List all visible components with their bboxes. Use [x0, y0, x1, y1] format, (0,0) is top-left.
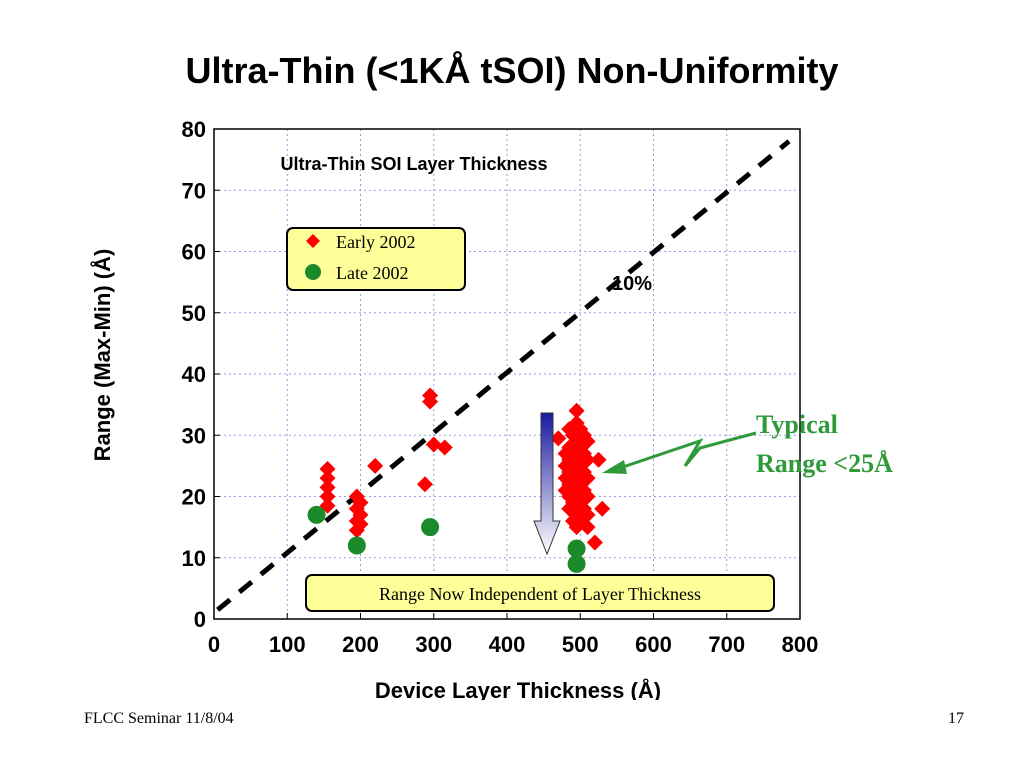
- data-point-early-2002: [352, 494, 369, 511]
- data-point-early-2002: [590, 451, 607, 468]
- x-tick-label: 300: [415, 632, 452, 657]
- data-point-early-2002: [319, 479, 336, 496]
- data-point-early-2002: [579, 519, 596, 536]
- y-tick-labels: 0 10 20 30 40 50 60 70 80: [182, 117, 220, 632]
- page-number: 17: [948, 710, 964, 727]
- data-point-early-2002: [319, 488, 336, 505]
- legend-diamond-marker: [306, 234, 320, 248]
- x-tick-label: 800: [782, 632, 819, 657]
- data-point-early-2002: [579, 433, 596, 450]
- data-point-early-2002: [550, 430, 567, 447]
- x-tick-label: 200: [342, 632, 379, 657]
- legend-label-late: Late 2002: [336, 263, 408, 283]
- legend-box: Early 2002 Late 2002: [286, 227, 466, 291]
- y-tick-label: 80: [182, 117, 206, 142]
- legend-circle-marker: [305, 264, 321, 280]
- x-tick-label: 0: [208, 632, 220, 657]
- data-point-early-2002: [579, 488, 596, 505]
- data-point-early-2002: [422, 393, 439, 410]
- data-point-early-2002: [367, 457, 384, 474]
- data-point-early-2002: [436, 439, 453, 456]
- data-point-early-2002: [579, 470, 596, 487]
- data-points: [307, 387, 611, 573]
- y-tick-label: 60: [182, 240, 206, 265]
- legend-label-early: Early 2002: [336, 232, 415, 252]
- y-tick-label: 50: [182, 301, 206, 326]
- data-point-early-2002: [568, 402, 585, 419]
- scatter-chart: 0 10 20 30 40 50 60 70 80 0 100 200 300 400 500 600 700…: [89, 117, 893, 700]
- x-tick-label: 700: [708, 632, 745, 657]
- reference-line: [216, 139, 791, 612]
- slide-title: Ultra-Thin (<1KÅ tSOI) Non-Uniformity: [185, 50, 839, 91]
- callout-line-2: Range <25Å: [756, 449, 893, 478]
- x-tick-label: 400: [489, 632, 526, 657]
- chart-inner-title: Ultra-Thin SOI Layer Thickness: [280, 154, 547, 174]
- y-tick-label: 40: [182, 362, 206, 387]
- data-point-late-2002: [421, 518, 440, 537]
- data-point-late-2002: [347, 536, 366, 555]
- data-point-early-2002: [319, 470, 336, 487]
- data-point-early-2002: [594, 500, 611, 517]
- data-point-early-2002: [319, 460, 336, 477]
- data-point-late-2002: [567, 554, 586, 573]
- data-point-late-2002: [567, 539, 586, 558]
- down-arrow: [533, 412, 561, 556]
- data-point-early-2002: [586, 534, 603, 551]
- reference-line-label: 10%: [612, 273, 652, 295]
- data-point-early-2002: [579, 451, 596, 468]
- y-tick-label: 0: [194, 607, 206, 632]
- callout-line-1: Typical: [756, 410, 838, 439]
- data-point-early-2002: [352, 516, 369, 533]
- data-point-late-2002: [307, 505, 326, 524]
- annotation-box-text: Range Now Independent of Layer Thickness: [379, 584, 701, 604]
- reference-line-10-percent: [216, 139, 791, 612]
- footer-seminar-label: FLCC Seminar 11/8/04: [84, 710, 234, 727]
- y-tick-label: 70: [182, 178, 206, 203]
- x-tick-label: 600: [635, 632, 672, 657]
- data-point-early-2002: [416, 476, 433, 493]
- x-axis-label: Device Layer Thickness (Å): [375, 677, 661, 700]
- annotation-box: Range Now Independent of Layer Thickness: [305, 574, 775, 612]
- x-tick-label: 100: [269, 632, 306, 657]
- data-point-early-2002: [579, 506, 596, 523]
- callout-arrow: [602, 431, 757, 474]
- x-tick-label: 500: [562, 632, 599, 657]
- x-tick-labels: 0 100 200 300 400 500 600 700 800: [208, 613, 818, 657]
- y-tick-label: 30: [182, 423, 206, 448]
- data-point-early-2002: [352, 506, 369, 523]
- y-tick-label: 20: [182, 485, 206, 510]
- y-axis-label: Range (Max-Min) (Å): [89, 249, 115, 462]
- y-tick-label: 10: [182, 546, 206, 571]
